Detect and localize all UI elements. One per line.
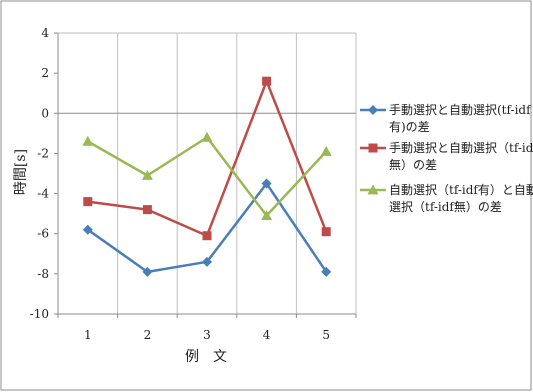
- y-tick-label: -10: [30, 307, 49, 321]
- data-point: [261, 178, 272, 189]
- data-point: [142, 205, 152, 215]
- data-point: [321, 227, 331, 237]
- data-point: [202, 256, 212, 267]
- x-tick-label: 4: [263, 328, 271, 342]
- legend-label: 有)の差: [389, 120, 430, 134]
- legend-item-3: 自動選択（tf-idf有）と自動選択（tf-idf無）の差: [360, 183, 533, 214]
- series-1: [82, 178, 332, 277]
- legend-item-1: 手動選択と自動選択(tf-idf 有)の差: [360, 103, 532, 134]
- series-2: [83, 76, 331, 241]
- legend-marker: [367, 184, 379, 195]
- x-ticks: 1 2 3 4 5: [57, 314, 357, 342]
- series-3: [82, 131, 332, 221]
- x-tick-label: 1: [84, 328, 92, 342]
- data-point: [201, 131, 213, 142]
- legend-marker: [368, 143, 378, 153]
- y-tick-label: 0: [41, 106, 49, 120]
- data-point: [321, 266, 332, 277]
- legend-label: 無）の差: [389, 157, 437, 172]
- data-point: [142, 266, 153, 277]
- x-tick-label: 2: [144, 328, 152, 342]
- y-axis-title: 時間[s]: [13, 149, 29, 195]
- legend-marker: [368, 105, 378, 115]
- data-point: [262, 76, 272, 86]
- legend-label: 手動選択と自動選択（tf-idf: [389, 141, 533, 155]
- y-tick-label: -4: [37, 187, 49, 201]
- legend-label: 自動選択（tf-idf有）と自動: [389, 183, 533, 197]
- data-point: [82, 224, 93, 235]
- legend-item-2: 手動選択と自動選択（tf-idf 無）の差: [360, 141, 533, 172]
- data-point: [141, 170, 153, 180]
- y-tick-label: 4: [41, 26, 49, 40]
- data-point: [320, 145, 332, 156]
- legend-label: 選択（tf-idf無）の差: [389, 199, 502, 214]
- data-point: [83, 197, 93, 207]
- data-point: [261, 210, 273, 221]
- x-tick-label: 3: [203, 328, 211, 342]
- x-tick-label: 5: [322, 328, 330, 342]
- x-axis-title: 例 文: [185, 349, 227, 365]
- data-point: [82, 135, 94, 146]
- axes: [57, 32, 356, 315]
- y-tick-label: -8: [37, 267, 49, 281]
- y-tick-label: 2: [41, 66, 49, 80]
- y-tick-label: -6: [37, 227, 49, 241]
- series-layer: [82, 76, 332, 277]
- y-tick-label: -2: [37, 146, 49, 160]
- data-point: [202, 231, 212, 241]
- legend-label: 手動選択と自動選択(tf-idf: [389, 103, 532, 117]
- y-ticks: -10 -8 -6 -4 -2 0 2 4: [30, 26, 58, 321]
